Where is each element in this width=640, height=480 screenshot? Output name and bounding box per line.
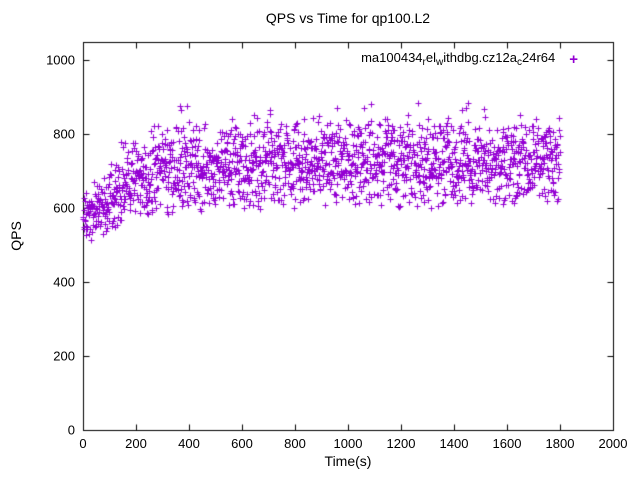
x-tick-label: 1400 xyxy=(439,436,469,451)
legend-plus-marker-icon: + xyxy=(569,50,578,68)
legend: ma100434relwithdbg.cz12ac24r64 + xyxy=(361,50,578,68)
y-tick-label: 400 xyxy=(53,274,75,290)
legend-label-segment: el xyxy=(425,50,437,65)
legend-label-subscript: r xyxy=(422,57,426,68)
x-tick-label: 2000 xyxy=(598,436,628,451)
y-tick-label: 1000 xyxy=(46,52,75,68)
x-tick-label: 1200 xyxy=(386,436,416,451)
x-tick-label: 200 xyxy=(125,436,147,451)
x-tick-label: 0 xyxy=(79,436,87,451)
legend-label-segment: ithdbg.cz12a xyxy=(443,50,517,65)
x-tick-label: 1600 xyxy=(492,436,522,451)
chart-title: QPS vs Time for qp100.L2 xyxy=(265,10,431,26)
legend-label-segment: 24r64 xyxy=(521,50,556,65)
y-tick-label: 0 xyxy=(67,422,75,438)
x-tick-label: 1800 xyxy=(545,436,575,451)
x-axis-label: Time(s) xyxy=(324,453,372,469)
x-tick-label: 1000 xyxy=(333,436,363,451)
y-tick-label: 800 xyxy=(53,126,75,142)
x-tick-label: 600 xyxy=(231,436,253,451)
y-tick-label: 600 xyxy=(53,200,75,216)
x-tick-label: 800 xyxy=(284,436,306,451)
x-tick-label: 400 xyxy=(178,436,200,451)
legend-label-segment: ma100434 xyxy=(361,50,423,65)
legend-series-label: ma100434relwithdbg.cz12ac24r64 xyxy=(361,50,555,68)
legend-label-subscript: w xyxy=(436,57,444,68)
y-axis-label: QPS xyxy=(8,221,24,251)
y-tick-label: 200 xyxy=(53,348,75,364)
legend-label-subscript: c xyxy=(516,57,522,68)
